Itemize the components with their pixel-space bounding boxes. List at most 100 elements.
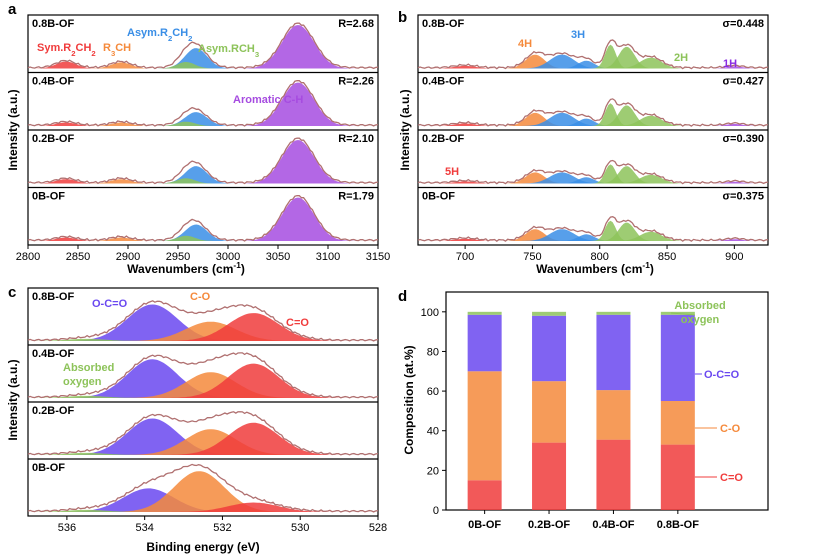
h3-label: 3H [571,29,585,41]
label-part: 2 [168,34,172,43]
envelope-line [27,463,379,513]
sample-label: 0B-OF [32,462,65,474]
x-tick-label: 0.2B-OF [528,519,570,531]
panel-d: 0 20 40 60 80 100 0B-OF 0.2B-OF 0.4B-OF 0.8B-OF Ab… [398,288,769,531]
oxygen-label: oxygen [63,376,102,388]
envelope-line [417,98,769,128]
bar-segment [596,314,631,391]
c-eq-o-peak [28,502,378,512]
r-value-label: σ=0.448 [723,18,764,30]
label-part: Asym.R [127,27,168,39]
y-tick-label: 0 [433,505,439,517]
label-part: ) [650,262,654,276]
c-eq-o-peak [28,313,378,341]
x-tick-label: 3000 [216,251,240,263]
label-part: Asym.RCH [198,43,255,55]
absorbed-oxygen-peak [28,395,378,398]
asym-r2ch2-peak [28,48,378,69]
label-part: Wavenumbers (cm [127,262,233,276]
h5-peak [418,65,768,69]
bar-segment [532,311,567,316]
label-part: ) [241,262,245,276]
x-tick-label: 536 [58,522,76,534]
label-part: 2 [188,34,192,43]
y-tick-label: 60 [427,386,439,398]
o-c-o-peak [28,359,378,398]
panel-letter: a [8,1,17,18]
x-tick-label: 528 [369,522,387,534]
c-o-peak [28,429,378,455]
r-value-label: R=2.68 [338,18,374,30]
h5-peak [418,238,768,241]
x-tick-label: 0.4B-OF [592,519,634,531]
legend-c-eq-o: C=O [720,472,743,484]
h1-label: 1H [723,58,737,70]
h3b-peak [418,60,768,69]
x-tick-label: 2850 [66,251,90,263]
x-tick-label: 800 [591,251,609,263]
bar-segment [660,444,695,510]
x-tick-label: 532 [213,522,231,534]
label-part: CH [76,42,92,54]
panel-letter: d [398,288,407,305]
sample-label: 0.4B-OF [32,76,74,88]
aromatic-ch-peak [28,82,378,126]
c-o-peak [28,372,378,398]
sym-r2ch2-peak [28,179,378,184]
asym-r2ch2-peak [28,112,378,126]
o-c-o-peak [28,418,378,455]
sample-label: 0.2B-OF [32,133,74,145]
y-axis-title: Intensity (a.u.) [6,89,20,170]
aromatic-ch-peak [28,140,378,184]
x-tick-label: 2800 [16,251,40,263]
bar-segment [532,315,567,382]
y-tick-label: 20 [427,465,439,477]
sample-label: 0B-OF [422,191,455,203]
c-eq-o-peak [28,422,378,455]
r-value-label: σ=0.390 [723,133,764,145]
bar-segment [596,390,631,440]
x-tick-label: 750 [523,251,541,263]
x-axis-title: Wavenumbers (cm-1) [536,260,654,276]
absorbed-oxygen-peak [28,338,378,341]
label-part: -1 [642,260,650,270]
x-tick-label: 900 [725,251,743,263]
c-o-peak [28,471,378,512]
asym-r2ch2-peak [28,224,378,241]
y-axis-title: Intensity (a.u.) [6,359,20,440]
label-part: Wavenumbers (cm [536,262,642,276]
h4-label: 4H [518,38,532,50]
panel-letter: c [8,284,16,301]
sample-label: 0.4B-OF [32,348,74,360]
sample-label: 0.8B-OF [422,18,464,30]
sample-label: 0.2B-OF [32,405,74,417]
envelope-line [27,194,379,242]
sample-label: 0.4B-OF [422,76,464,88]
c-eq-o-label: C=O [286,317,309,329]
bar-segment [532,442,567,510]
legend-oxygen: oxygen [681,314,720,326]
label-part: R [103,42,111,54]
x-axis-title: Binding energy (eV) [146,540,259,554]
x-tick-label: 850 [658,251,676,263]
bar-segment [596,439,631,510]
x-axis-title: Wavenumbers (cm-1) [127,260,245,276]
sym-r2ch2-peak [28,237,378,241]
label-part: CH [115,42,131,54]
label-part: 2 [71,49,75,58]
panel-a: 0.8B-OF R=2.68 0.4B-OF R=2.26 0.2B-OF R=2.10 0… [6,1,390,276]
h3b-peak [418,234,768,241]
o-c-o-label: O-C=O [92,298,128,310]
label-part: 2 [91,49,95,58]
envelope-line [27,352,379,399]
sample-label: 0.2B-OF [422,133,464,145]
h5-peak [418,181,768,184]
x-tick-label: 530 [291,522,309,534]
x-tick-label: 2900 [116,251,140,263]
c-o-label: C-O [190,291,211,303]
y-tick-label: 40 [427,426,439,438]
asym-rch3-label: Asym.RCH3 [198,43,259,59]
sample-label: 0.8B-OF [32,291,74,303]
sym-r2ch2-peak [28,61,378,69]
bar-segment [660,401,695,445]
